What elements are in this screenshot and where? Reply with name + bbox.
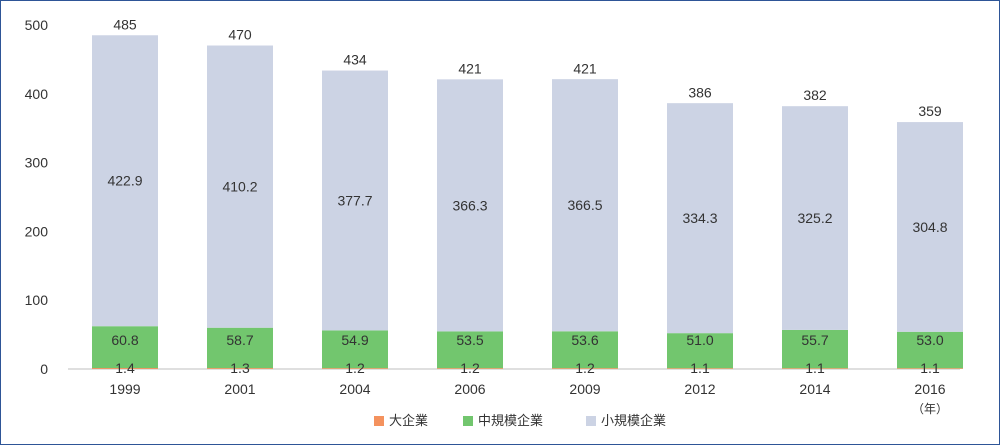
bar-segment: [92, 35, 158, 327]
y-tick-label: 500: [25, 17, 49, 33]
bar-segment: [437, 331, 503, 369]
legend-label: 大企業: [389, 413, 428, 429]
bar-segment: [897, 331, 963, 369]
data-label: 54.9: [341, 332, 368, 348]
bar-segment: [437, 79, 503, 332]
bar-segment: [207, 45, 273, 328]
bar-segment: [552, 331, 618, 369]
bar-segment: [897, 122, 963, 332]
x-tick-label: 2001: [224, 381, 255, 397]
bar-segment: [322, 330, 388, 369]
data-label: 58.7: [226, 332, 253, 348]
data-label: 1.2: [575, 360, 595, 376]
bar-segment: [782, 368, 848, 369]
data-label: 304.8: [912, 219, 947, 235]
data-label: 1.2: [460, 360, 480, 376]
legend-label: 中規模企業: [478, 413, 543, 429]
data-label: 53.5: [456, 332, 483, 348]
data-label: 53.6: [571, 332, 598, 348]
bar-segment: [782, 329, 848, 369]
x-tick-label: 1999: [109, 381, 140, 397]
legend-swatch: [586, 416, 596, 426]
total-label: 359: [918, 103, 942, 119]
y-tick-label: 400: [25, 86, 49, 102]
x-tick-label: 2004: [339, 381, 370, 397]
data-label: 377.7: [337, 192, 372, 208]
total-label: 485: [113, 16, 137, 32]
bar-segment: [897, 368, 963, 369]
bar-segment: [322, 368, 388, 369]
legend-swatch: [374, 416, 384, 426]
bar-segment: [667, 103, 733, 334]
data-label: 1.1: [920, 360, 940, 376]
total-label: 382: [803, 87, 827, 103]
total-label: 470: [228, 27, 252, 43]
legend: 大企業 中規模企業 小規模企業: [374, 413, 666, 429]
data-label: 60.8: [111, 332, 138, 348]
y-tick-label: 0: [40, 361, 48, 377]
x-unit-label: （年）: [912, 402, 948, 416]
y-tick-label: 300: [25, 155, 49, 171]
data-label: 1.1: [805, 360, 825, 376]
y-tick-label: 100: [25, 292, 49, 308]
bar-segment: [92, 326, 158, 369]
legend-label: 小規模企業: [601, 413, 666, 429]
total-label: 434: [343, 51, 367, 67]
bar-segment: [782, 106, 848, 330]
bar-segment: [552, 368, 618, 369]
bar-segment: [552, 79, 618, 332]
data-label: 366.3: [452, 197, 487, 213]
x-tick-label: 2006: [454, 381, 485, 397]
bar-segment: [322, 70, 388, 331]
bar-segment: [437, 368, 503, 369]
bar-segment: [207, 368, 273, 369]
data-label: 422.9: [107, 173, 142, 189]
data-label: 325.2: [797, 210, 832, 226]
y-tick-label: 200: [25, 223, 49, 239]
data-label: 1.3: [230, 360, 250, 376]
bar-segment: [92, 368, 158, 369]
data-label: 55.7: [801, 332, 828, 348]
data-label: 1.2: [345, 360, 365, 376]
data-label: 1.1: [690, 360, 710, 376]
data-label: 53.0: [916, 332, 943, 348]
total-label: 386: [688, 84, 712, 100]
data-labels: 1.4 60.8 422.9 485 1.3 58.7 410.2 470 1.2 54.9 377…: [107, 16, 947, 376]
data-label: 410.2: [222, 179, 257, 195]
data-label: 334.3: [682, 210, 717, 226]
bars: [92, 35, 963, 369]
x-tick-label: 2014: [799, 381, 830, 397]
total-label: 421: [573, 60, 597, 76]
x-tick-label: 2012: [684, 381, 715, 397]
data-label: 1.4: [115, 360, 135, 376]
data-label: 366.5: [567, 197, 602, 213]
legend-swatch: [463, 416, 473, 426]
data-label: 51.0: [686, 332, 713, 348]
x-tick-label: 2009: [569, 381, 600, 397]
bar-segment: [207, 327, 273, 369]
total-label: 421: [458, 60, 482, 76]
x-tick-label: 2016: [914, 381, 945, 397]
bar-segment: [667, 333, 733, 369]
bar-segment: [667, 368, 733, 369]
